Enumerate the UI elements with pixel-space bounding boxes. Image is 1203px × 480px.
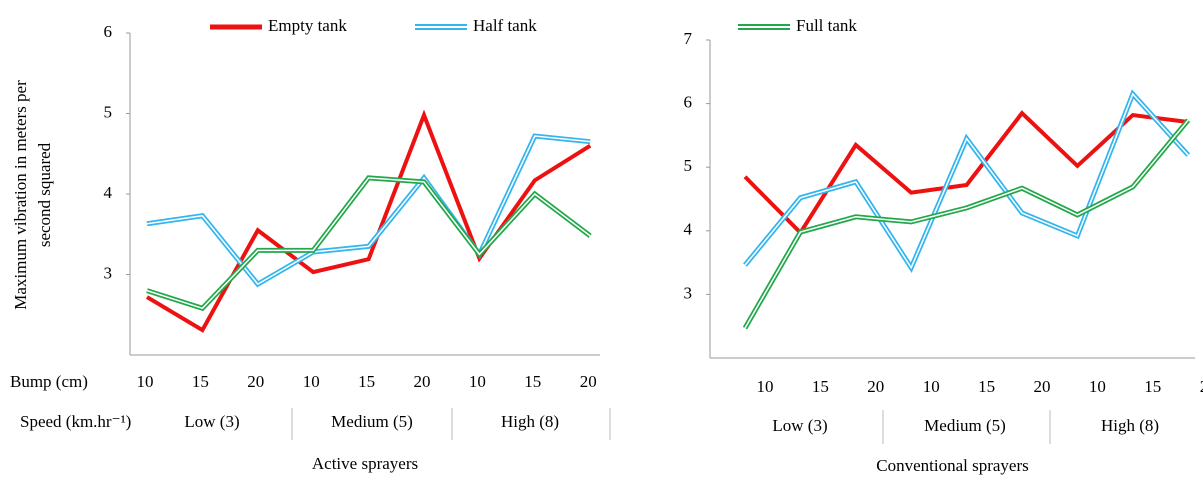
x-axis-title: Active sprayers — [312, 454, 418, 473]
x-tick-label: 20 — [247, 372, 264, 391]
x-tick-label: 20 — [1200, 377, 1203, 396]
legend-label: Full tank — [796, 16, 857, 35]
row-label: Bump (cm) — [10, 372, 88, 391]
legend-label: Half tank — [473, 16, 537, 35]
legend-label: Empty tank — [268, 16, 347, 35]
y-tick-label: 6 — [104, 22, 113, 41]
group-label: High (8) — [1101, 416, 1159, 435]
x-tick-label: 10 — [137, 372, 154, 391]
y-tick-label: 5 — [684, 156, 693, 175]
series-line — [743, 110, 1189, 236]
x-tick-label: 15 — [358, 372, 375, 391]
x-tick-label: 20 — [580, 372, 597, 391]
x-tick-label: 20 — [867, 377, 884, 396]
x-tick-label: 15 — [524, 372, 541, 391]
y-tick-label: 7 — [684, 29, 693, 48]
x-tick-label: 15 — [192, 372, 209, 391]
series-line-inner — [146, 177, 591, 310]
group-label: High (8) — [501, 412, 559, 431]
group-label: Low (3) — [772, 416, 827, 435]
y-tick-label: 3 — [684, 283, 693, 302]
x-tick-label: 20 — [1034, 377, 1051, 396]
x-tick-label: 10 — [469, 372, 486, 391]
x-tick-label: 10 — [303, 372, 320, 391]
series-line-inner — [146, 135, 591, 286]
x-axis-title: Conventional sprayers — [876, 456, 1029, 475]
y-tick-label: 6 — [684, 93, 693, 112]
group-label: Low (3) — [184, 412, 239, 431]
series-line-inner — [744, 119, 1189, 329]
y-tick-label: 4 — [104, 183, 113, 202]
y-tick-label: 5 — [104, 102, 113, 121]
group-label: Medium (5) — [924, 416, 1006, 435]
y-tick-label: 3 — [104, 263, 113, 282]
row-label: Speed (km.hr⁻¹) — [20, 412, 131, 431]
x-tick-label: 10 — [1089, 377, 1106, 396]
group-label: Medium (5) — [331, 412, 413, 431]
x-tick-label: 15 — [1144, 377, 1161, 396]
x-tick-label: 10 — [757, 377, 774, 396]
y-axis-title: Maximum vibration in meters per — [11, 80, 30, 310]
x-tick-label: 20 — [414, 372, 431, 391]
series-line — [145, 109, 592, 333]
x-tick-label: 15 — [978, 377, 995, 396]
series-line — [742, 118, 1191, 330]
x-tick-label: 10 — [923, 377, 940, 396]
series-line-inner — [744, 92, 1189, 270]
y-tick-label: 4 — [684, 220, 693, 239]
x-tick-label: 15 — [812, 377, 829, 396]
series-line — [743, 89, 1191, 273]
y-axis-title: second squared — [35, 142, 54, 247]
